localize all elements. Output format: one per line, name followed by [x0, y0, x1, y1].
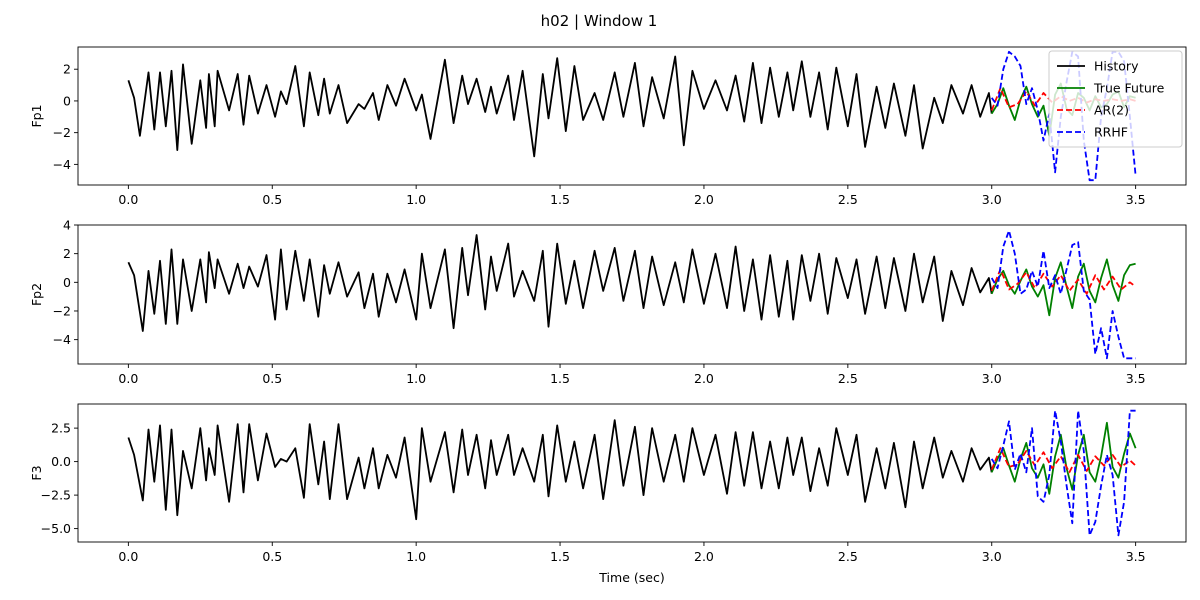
- y-tick-label: 2: [63, 246, 71, 261]
- y-tick-label: 4: [63, 218, 71, 233]
- series-line-rrhf: [990, 409, 1136, 537]
- x-tick-label: 1.0: [406, 371, 426, 386]
- x-axis-label: Time (sec): [598, 570, 664, 585]
- x-tick-label: 3.5: [1126, 549, 1146, 564]
- legend-entry-label: True Future: [1093, 81, 1165, 96]
- x-tick-label: 1.5: [550, 549, 570, 564]
- y-tick-label: −4: [53, 332, 71, 347]
- series-line-history: [127, 55, 993, 158]
- x-tick-label: 3.5: [1126, 192, 1146, 207]
- x-tick-label: 2.5: [838, 371, 858, 386]
- y-tick-label: 0: [63, 275, 71, 290]
- y-tick-label: 2: [63, 62, 71, 77]
- y-tick-label: −5.0: [41, 521, 71, 536]
- legend: History True Future AR(2) RRHF: [1048, 50, 1183, 148]
- legend-entry-label: AR(2): [1094, 103, 1129, 118]
- series-line-true-future: [990, 421, 1137, 495]
- x-tick-label: 1.5: [550, 371, 570, 386]
- y-tick-label: −2.5: [41, 488, 71, 503]
- x-tick-label: 1.0: [406, 192, 426, 207]
- x-tick-label: 2.5: [838, 549, 858, 564]
- plot-frame: [77, 224, 1187, 365]
- legend-frame: [1048, 50, 1183, 148]
- x-tick-label: 1.5: [550, 192, 570, 207]
- series-group: [127, 50, 1137, 182]
- series-line-true-future: [990, 258, 1136, 317]
- y-tick-label: 2.5: [51, 421, 71, 436]
- series-line-history: [127, 234, 993, 332]
- y-tick-label: −2: [53, 303, 71, 318]
- x-tick-label: 0.5: [262, 192, 282, 207]
- x-tick-label: 1.0: [406, 549, 426, 564]
- legend-entry-label: RRHF: [1094, 125, 1128, 140]
- x-tick-label: 3.0: [982, 549, 1002, 564]
- x-tick-label: 2.0: [694, 371, 714, 386]
- x-tick-label: 0.5: [262, 371, 282, 386]
- x-tick-label: 3.0: [982, 192, 1002, 207]
- series-line-rrhf: [990, 229, 1136, 360]
- y-tick-label: 0: [63, 93, 71, 108]
- series-line-ar-2-: [990, 447, 1137, 474]
- x-tick-label: 0.0: [118, 371, 138, 386]
- x-tick-label: 2.5: [838, 192, 858, 207]
- y-tick-label: 0.0: [51, 454, 71, 469]
- x-tick-label: 0.0: [118, 192, 138, 207]
- y-axis-label: F3: [29, 465, 44, 480]
- x-tick-label: 3.0: [982, 371, 1002, 386]
- y-tick-label: −4: [53, 157, 71, 172]
- subplot-1: 0.0 0.5 1.0 1.5 2.0 2.5 3.0 3.5 2 0 −2 −4 Fp1 History…: [29, 46, 1187, 207]
- x-tick-label: 0.5: [262, 549, 282, 564]
- x-tick-label: 2.0: [694, 549, 714, 564]
- subplot-panels: 0.0 0.5 1.0 1.5 2.0 2.5 3.0 3.5 2 0 −2 −4 Fp1 History…: [29, 46, 1187, 585]
- plot-frame: [77, 46, 1187, 186]
- series-line-history: [127, 419, 993, 521]
- y-tick-label: −2: [53, 125, 71, 140]
- subplot-3: 0.0 0.5 1.0 1.5 2.0 2.5 3.0 3.5 2.5 0.0 −2.5 −5.0 F3…: [29, 403, 1187, 585]
- plot-frame: [77, 403, 1187, 543]
- legend-entry-label: History: [1094, 59, 1139, 74]
- y-axis-label: Fp2: [29, 283, 44, 306]
- y-axis-label: Fp1: [29, 104, 44, 127]
- subplot-2: 0.0 0.5 1.0 1.5 2.0 2.5 3.0 3.5 4 2 0 −2 −4 Fp2: [29, 218, 1187, 386]
- series-group: [127, 229, 1137, 360]
- x-tick-label: 2.0: [694, 192, 714, 207]
- series-group: [127, 409, 1137, 537]
- x-tick-label: 3.5: [1126, 371, 1146, 386]
- x-tick-label: 0.0: [118, 549, 138, 564]
- figure-title: h02 | Window 1: [541, 12, 658, 30]
- series-line-ar-2-: [990, 268, 1137, 295]
